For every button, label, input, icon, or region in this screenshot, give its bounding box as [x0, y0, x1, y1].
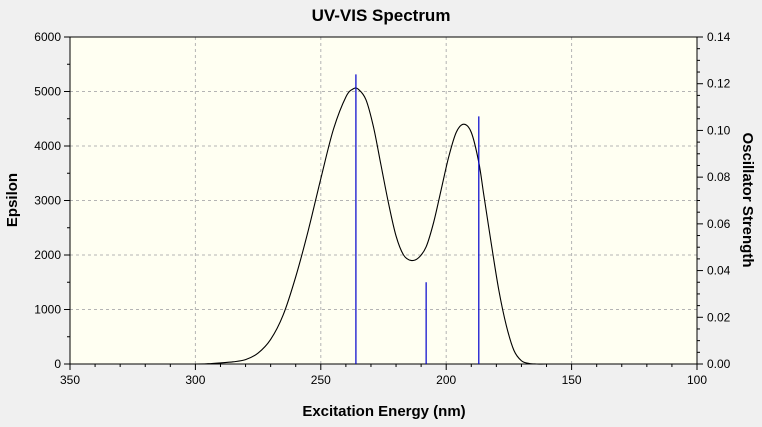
spectrum-curve	[87, 87, 692, 365]
x-tick-label: 250	[311, 373, 331, 387]
y-tick-label: 3000	[34, 194, 61, 208]
x-tick-label: 100	[687, 373, 707, 387]
y2-tick-label: 0.00	[707, 357, 731, 371]
x-tick-label: 300	[185, 373, 205, 387]
y2-tick-label: 0.02	[707, 310, 731, 324]
y-tick-label: 0	[54, 357, 61, 371]
y2-tick-label: 0.04	[707, 264, 731, 278]
x-tick-label: 350	[60, 373, 80, 387]
y2-tick-label: 0.10	[707, 123, 731, 137]
y-tick-label: 6000	[34, 30, 61, 44]
y-tick-label: 1000	[34, 303, 61, 317]
y-tick-label: 2000	[34, 248, 61, 262]
y-tick-label: 5000	[34, 85, 61, 99]
y-axis-title: Epsilon	[4, 173, 21, 227]
y-tick-label: 4000	[34, 139, 61, 153]
y2-tick-label: 0.12	[707, 77, 731, 91]
x-tick-label: 150	[562, 373, 582, 387]
x-axis-title: Excitation Energy (nm)	[302, 403, 465, 420]
y2-tick-label: 0.08	[707, 170, 731, 184]
y2-tick-label: 0.14	[707, 30, 731, 44]
chart-title: UV-VIS Spectrum	[312, 6, 451, 25]
x-tick-label: 200	[436, 373, 456, 387]
y2-axis-title: Oscillator Strength	[739, 132, 756, 267]
y2-tick-label: 0.06	[707, 217, 731, 231]
